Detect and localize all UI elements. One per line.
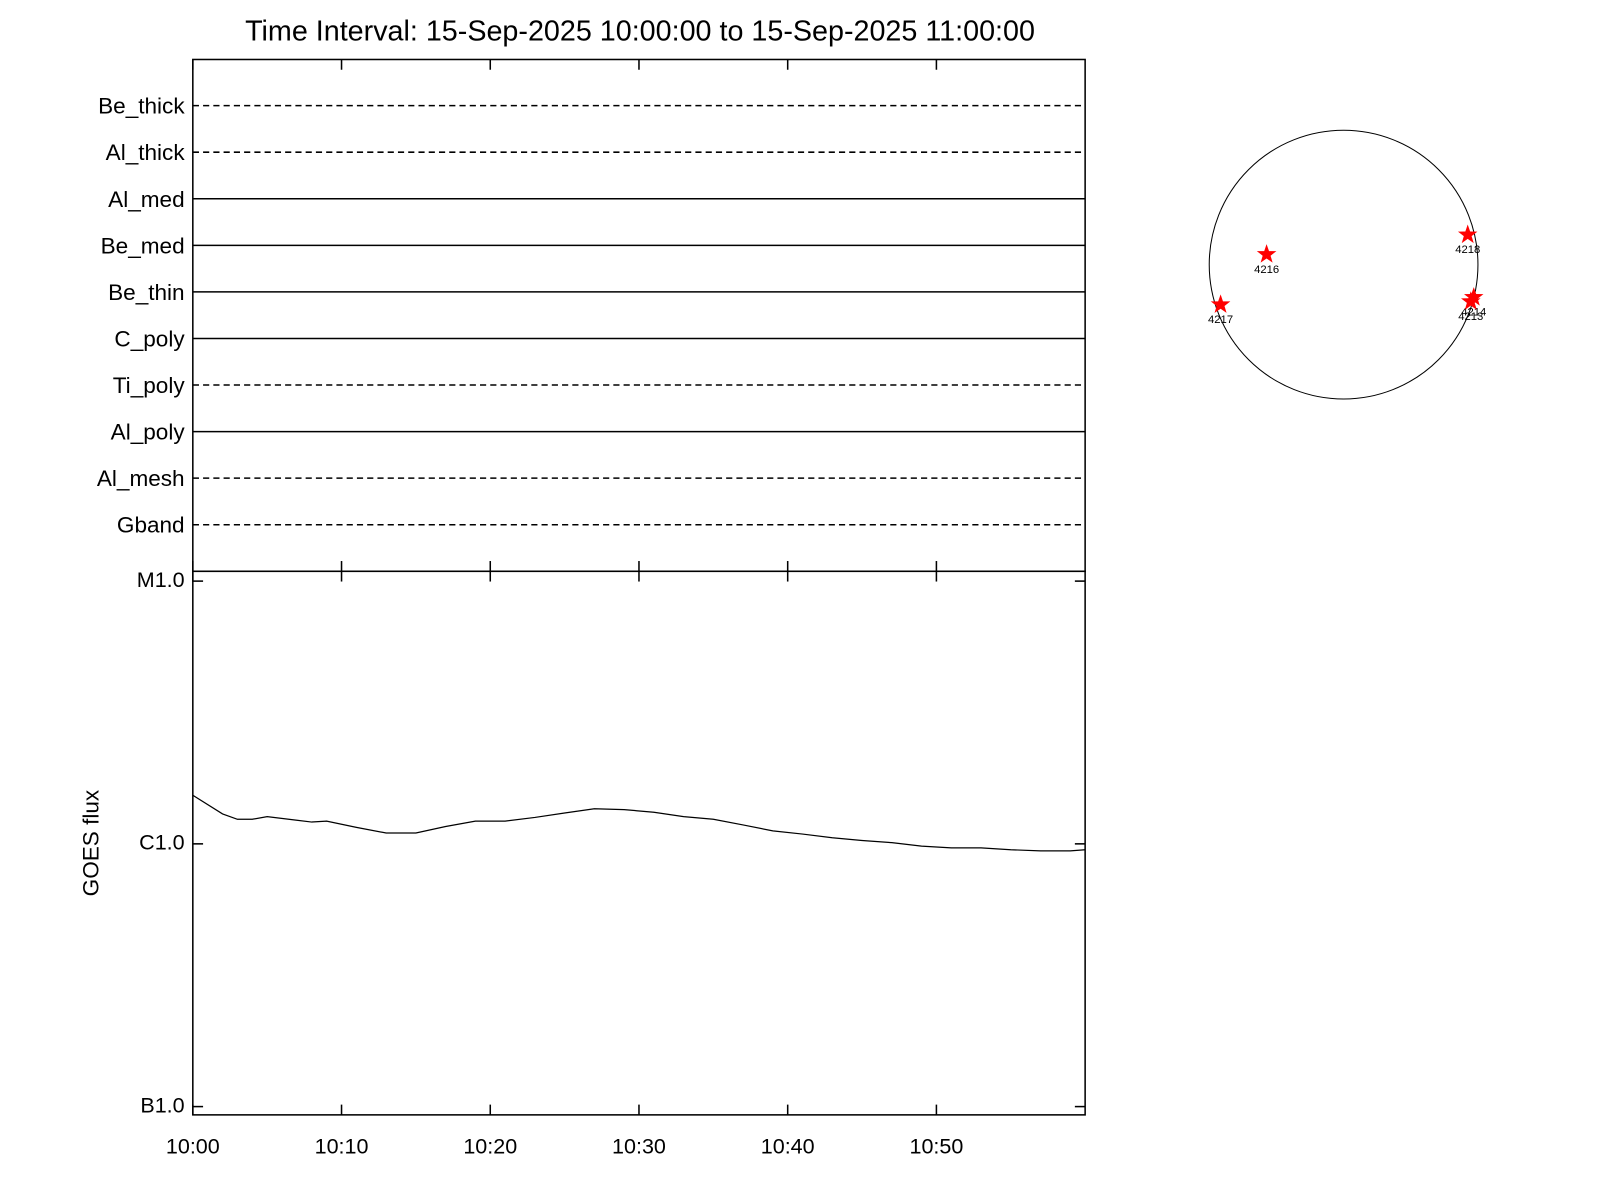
region-label: 4216 (1254, 264, 1279, 276)
region-marker (1461, 291, 1481, 310)
goes-line (192, 794, 1086, 852)
x-tick-label: 10:20 (463, 1134, 517, 1158)
y-tick-label: C1.0 (139, 831, 184, 855)
detector-label: Be_thick (98, 94, 185, 119)
x-tick-label: 10:40 (761, 1134, 815, 1158)
top-frame (192, 58, 1086, 573)
detector-label: C_poly (114, 326, 185, 351)
region-label: 4218 (1455, 244, 1480, 256)
detector-label: Al_mesh (97, 466, 185, 491)
detector-label: Be_med (101, 233, 185, 258)
chart-title: Time Interval: 15-Sep-2025 10:00:00 to 1… (245, 15, 1035, 47)
region-marker (1256, 244, 1277, 263)
region-marker (1457, 224, 1478, 244)
x-tick-label: 10:10 (315, 1134, 369, 1158)
region-marker (1210, 294, 1231, 313)
region-label: 4213 (1458, 311, 1483, 323)
region-label: 4217 (1208, 314, 1233, 326)
detector-label: Al_med (108, 187, 184, 212)
x-tick-label: 10:50 (909, 1134, 963, 1158)
y-tick-label: B1.0 (140, 1093, 184, 1117)
detector-label: Al_thick (106, 140, 186, 165)
solar-disk (1208, 129, 1479, 400)
x-tick-label: 10:30 (612, 1134, 666, 1158)
detector-label: Gband (117, 513, 185, 538)
detector-label: Al_poly (111, 420, 186, 445)
region-label: 4214 (1461, 307, 1486, 319)
y-tick-label: M1.0 (137, 568, 185, 592)
bottom-frame (192, 570, 1086, 1116)
detector-label: Be_thin (108, 280, 184, 305)
detector-label: Ti_poly (113, 373, 186, 398)
y-axis-label: GOES flux (78, 789, 103, 896)
region-marker (1464, 287, 1484, 306)
x-tick-label: 10:00 (166, 1134, 220, 1158)
